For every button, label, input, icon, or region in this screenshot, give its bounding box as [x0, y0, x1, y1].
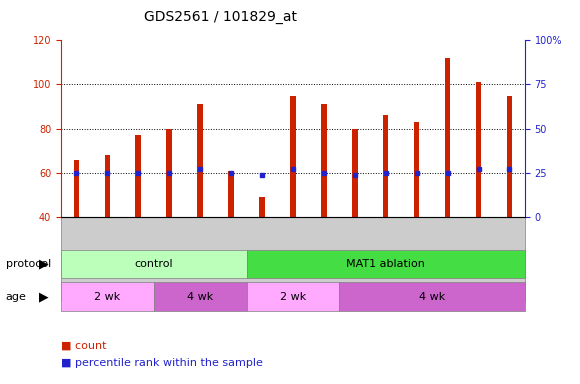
Bar	[352, 129, 357, 217]
Text: ■ count: ■ count	[61, 341, 106, 351]
Bar	[136, 135, 141, 217]
Bar	[445, 58, 450, 217]
Text: protocol: protocol	[6, 259, 51, 269]
Text: GDS2561 / 101829_at: GDS2561 / 101829_at	[144, 10, 297, 23]
Bar	[476, 82, 481, 217]
Bar	[321, 104, 327, 217]
Bar	[104, 155, 110, 217]
Text: 4 wk: 4 wk	[187, 291, 213, 302]
Text: 2 wk: 2 wk	[94, 291, 121, 302]
Text: ■ percentile rank within the sample: ■ percentile rank within the sample	[61, 358, 263, 368]
Text: ▶: ▶	[39, 258, 48, 270]
Text: MAT1 ablation: MAT1 ablation	[346, 259, 425, 269]
Bar	[259, 197, 264, 217]
Bar	[74, 160, 79, 217]
Text: 2 wk: 2 wk	[280, 291, 306, 302]
Text: age: age	[6, 291, 27, 302]
Bar	[229, 170, 234, 217]
Bar	[383, 115, 389, 217]
Bar	[290, 96, 296, 217]
Bar	[414, 122, 419, 217]
Text: 4 wk: 4 wk	[419, 291, 445, 302]
Text: control: control	[135, 259, 173, 269]
Bar	[197, 104, 203, 217]
Text: ▶: ▶	[39, 290, 48, 303]
Bar	[166, 129, 172, 217]
Bar	[507, 96, 512, 217]
